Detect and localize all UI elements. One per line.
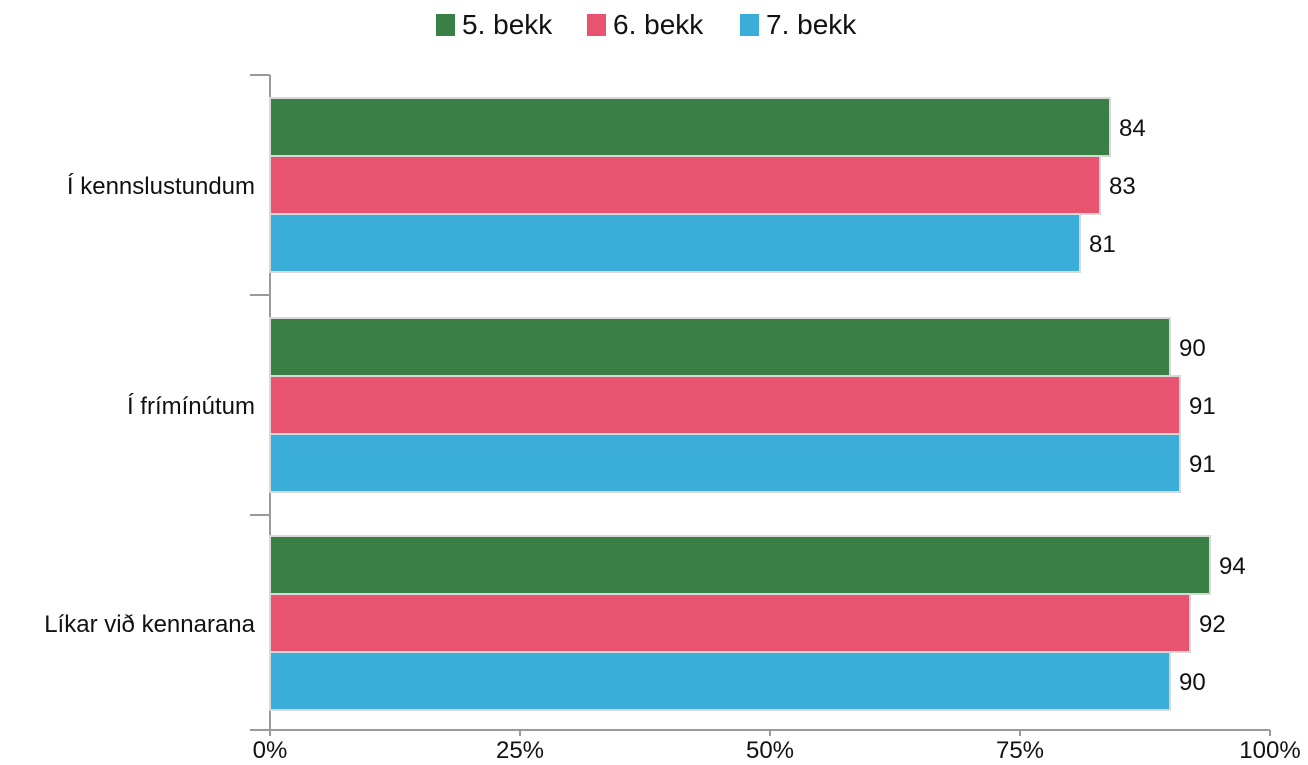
legend-swatch-6-bekk <box>587 14 606 36</box>
value-label: 84 <box>1119 115 1146 142</box>
value-label: 91 <box>1189 393 1216 420</box>
legend: 5. bekk 6. bekk 7. bekk <box>436 9 857 40</box>
legend-swatch-7-bekk <box>740 14 759 36</box>
legend-label-5-bekk: 5. bekk <box>462 9 553 40</box>
bar-6-bekk-1 <box>269 375 1181 435</box>
labels: 84 83 81 Í kennslustundum 90 91 91 Í frímínútum… <box>44 115 1246 696</box>
x-tick-label: 0% <box>253 737 288 764</box>
bar-6-bekk-0 <box>269 155 1101 215</box>
x-tick-label: 75% <box>996 737 1044 764</box>
axes: 0% 25% 50% 75% 100% <box>250 74 1301 764</box>
value-label: 91 <box>1189 451 1216 478</box>
category-label: Í frímínútum <box>127 393 255 420</box>
value-label: 83 <box>1109 173 1136 200</box>
bar-5-bekk-2 <box>269 535 1211 595</box>
x-tick-label: 50% <box>746 737 794 764</box>
x-tick-label: 100% <box>1239 737 1300 764</box>
bar-7-bekk-2 <box>269 651 1171 711</box>
legend-swatch-5-bekk <box>436 14 455 36</box>
legend-label-6-bekk: 6. bekk <box>613 9 704 40</box>
value-label: 90 <box>1179 335 1206 362</box>
bar-7-bekk-0 <box>269 213 1081 273</box>
x-tick-label: 25% <box>496 737 544 764</box>
value-label: 94 <box>1219 553 1246 580</box>
category-label: Líkar við kennarana <box>44 611 255 638</box>
bar-5-bekk-1 <box>269 317 1171 377</box>
category-label: Í kennslustundum <box>67 173 255 200</box>
value-label: 90 <box>1179 669 1206 696</box>
bar-5-bekk-0 <box>269 97 1111 157</box>
legend-label-7-bekk: 7. bekk <box>766 9 857 40</box>
bar-6-bekk-2 <box>269 593 1191 653</box>
value-label: 92 <box>1199 611 1226 638</box>
bar-7-bekk-1 <box>269 433 1181 493</box>
value-label: 81 <box>1089 231 1116 258</box>
bars <box>269 97 1211 711</box>
